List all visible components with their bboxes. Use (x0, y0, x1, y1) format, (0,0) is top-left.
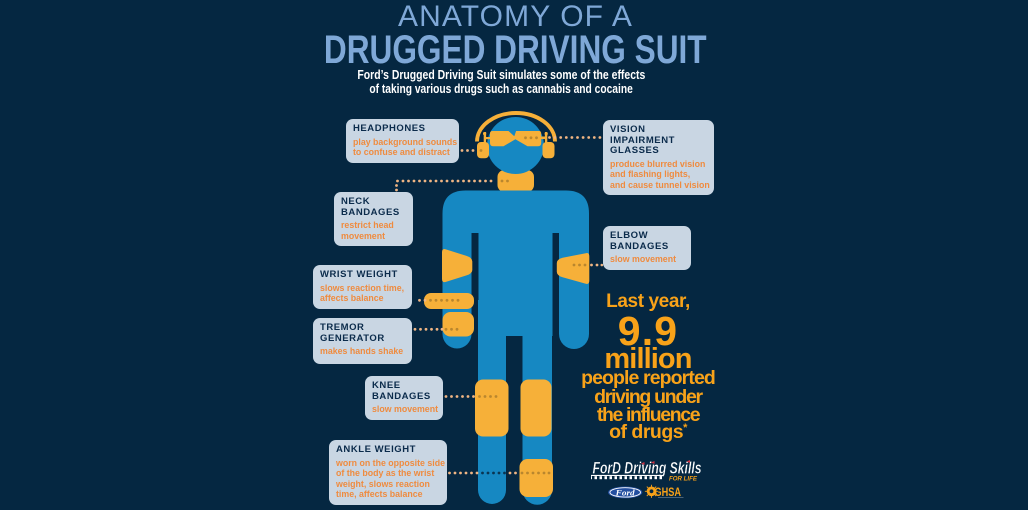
svg-text:FOR LIFE: FOR LIFE (669, 475, 698, 482)
svg-text:Ford: Ford (615, 487, 636, 497)
svg-text:GHSA: GHSA (655, 485, 682, 499)
svg-text:ForD Driving Skills: ForD Driving Skills (593, 460, 702, 478)
